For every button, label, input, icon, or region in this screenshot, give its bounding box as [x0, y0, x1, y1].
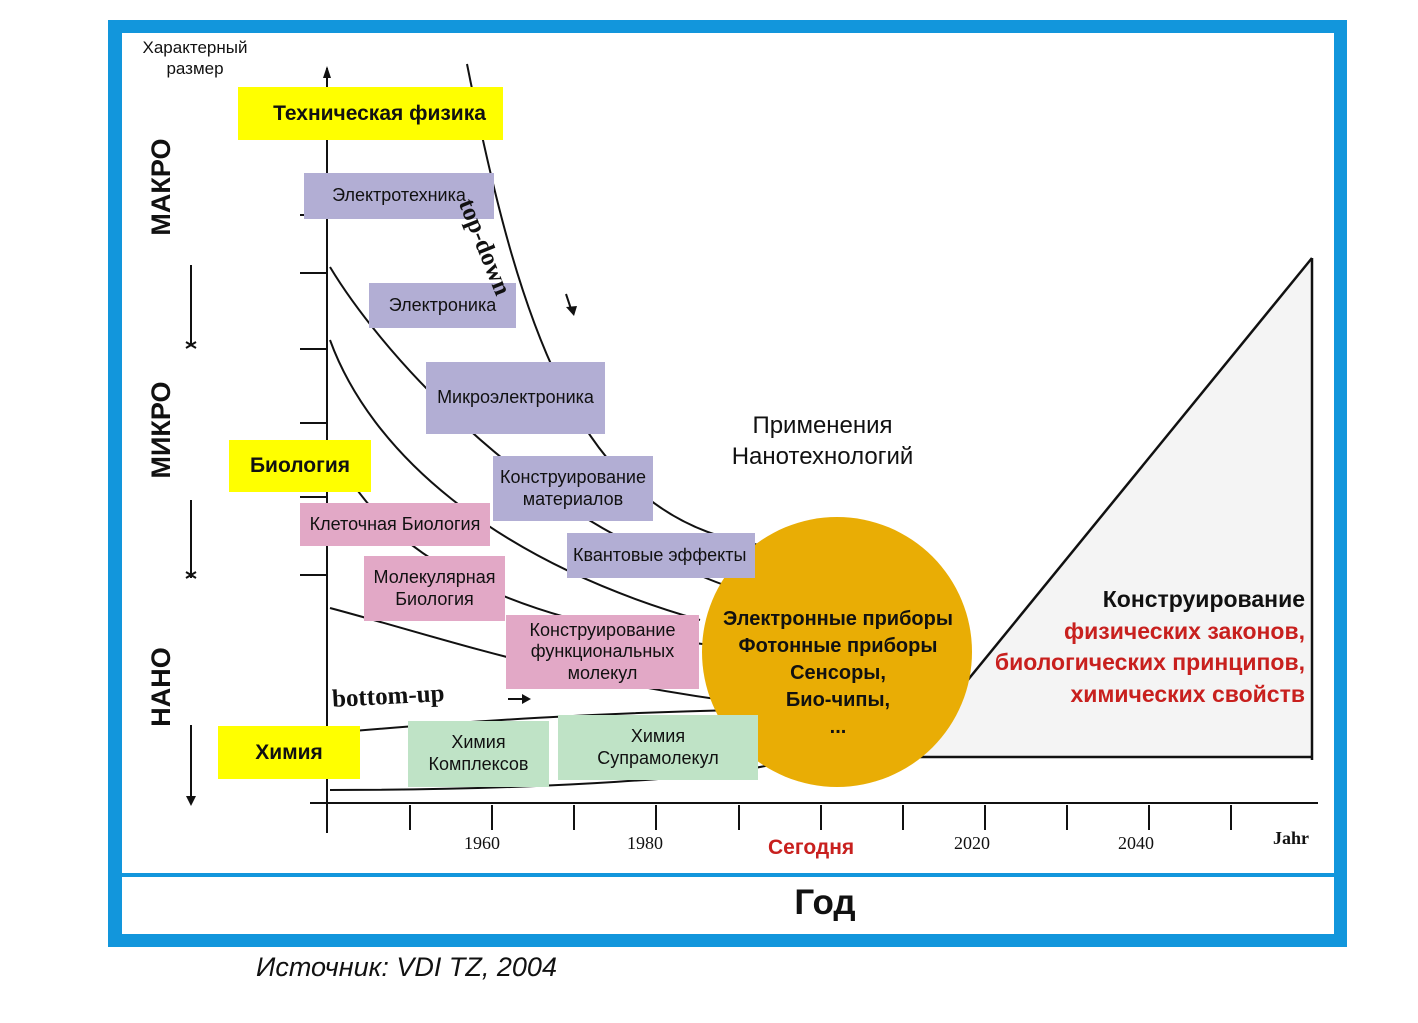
scale-nano-label: НАНО — [146, 647, 176, 727]
biology-box: Биология — [229, 440, 371, 492]
complex-chemistry-line2: Комплексов — [428, 754, 529, 774]
molecular-biology-box: Молекулярная Биология — [364, 556, 505, 621]
scale-divider-arrowhead — [186, 796, 196, 806]
design-region-diagonal — [904, 257, 1313, 758]
x-axis-title: Год — [794, 883, 856, 922]
complex-chemistry-line1: Химия — [451, 732, 506, 753]
y-axis-arrowhead — [323, 66, 331, 78]
circle-line4: Био-чипы, — [785, 689, 891, 711]
year-2020-label: 2020 — [954, 833, 990, 853]
circle-line1: Электронные приборы — [723, 608, 953, 630]
scale-macro-label: МАКРО — [146, 138, 176, 236]
electrotechnics-box: Электротехника — [304, 173, 494, 219]
chemistry-box: Химия — [218, 726, 360, 779]
year-1980-label: 1980 — [627, 833, 663, 853]
circle-line2: Фотонные приборы — [738, 635, 938, 657]
applications-title-line1: Применения — [752, 412, 893, 439]
materials-design-line2: материалов — [522, 488, 624, 509]
functional-molecules-box: Конструирование функциональных молекул — [506, 615, 699, 689]
microelectronics-box: Микроэлектроника — [426, 362, 605, 434]
y-axis-title-line1: Характерный — [142, 38, 248, 57]
bottom-up-curve — [329, 709, 741, 734]
applications-title-line2: Нанотехнологий — [731, 443, 914, 471]
chemistry-label: Химия — [255, 740, 323, 764]
technical-physics-label: Техническая физика — [273, 101, 486, 125]
quantum-effects-box: Квантовые эффекты — [567, 533, 755, 578]
circle-line5: ... — [829, 716, 847, 738]
applications-circle — [702, 517, 972, 787]
electrotechnics-label: Электротехника — [332, 185, 466, 206]
curve-3 — [329, 339, 701, 621]
design-line1: Конструирование — [1102, 586, 1305, 612]
microelectronics-label: Микроэлектроника — [437, 387, 594, 408]
molecular-biology-line2: Биология — [395, 588, 474, 609]
electronics-box: Электроника — [369, 283, 516, 328]
y-axis-title-line2: размер — [166, 59, 224, 79]
cell-biology-box: Клеточная Биология — [300, 503, 490, 546]
quantum-effects-label: Квантовые эффекты — [573, 544, 747, 565]
y-axis-title: Характерный размер — [130, 37, 260, 80]
bottom-up-arrowhead — [522, 694, 531, 704]
circle-text: Электронные приборы Фотонные приборы Сен… — [702, 606, 974, 741]
molecular-biology-line1: Молекулярная — [373, 566, 496, 587]
design-line3: биологических принципов, — [994, 649, 1305, 676]
technical-physics-box: Техническая физика — [238, 87, 503, 140]
frame-separator — [122, 873, 1334, 877]
x-axis-ticks — [409, 805, 1232, 830]
biology-label: Биология — [249, 454, 351, 478]
functional-molecules-line2: функциональных — [530, 641, 675, 662]
design-text: Конструирование физических законов, биол… — [960, 584, 1305, 711]
year-2040-label: 2040 — [1118, 833, 1154, 853]
complex-chemistry-box: Химия Комплексов — [408, 721, 549, 787]
year-1960-label: 1960 — [464, 833, 500, 853]
functional-molecules-line3: молекул — [567, 662, 638, 683]
functional-molecules-line1: Конструирование — [529, 619, 676, 640]
applications-title: Применения Нанотехнологий — [710, 410, 935, 472]
bottom-up-label: bottom-up — [331, 680, 446, 713]
materials-design-line1: Конструирование — [500, 466, 646, 487]
today-label: Сегодня — [768, 836, 855, 859]
circle-line3: Сенсоры, — [790, 662, 886, 684]
design-line2: физических законов, — [1064, 617, 1305, 644]
source-caption: Источник: VDI TZ, 2004 — [256, 952, 557, 982]
materials-design-box: Конструирование материалов — [493, 456, 653, 521]
supramolecular-chemistry-line2: Супрамолекул — [597, 747, 719, 768]
electronics-label: Электроника — [388, 294, 497, 315]
top-down-arrowhead — [566, 306, 577, 316]
scale-dividers — [185, 265, 197, 800]
x-axis-unit: Jahr — [1273, 828, 1309, 848]
supramolecular-chemistry-box: Химия Супрамолекул — [558, 715, 758, 780]
cell-biology-label: Клеточная Биология — [309, 513, 481, 534]
supramolecular-chemistry-line1: Химия — [630, 725, 686, 746]
design-line4: химических свойств — [1070, 681, 1305, 708]
scale-micro-label: МИКРО — [146, 381, 176, 479]
